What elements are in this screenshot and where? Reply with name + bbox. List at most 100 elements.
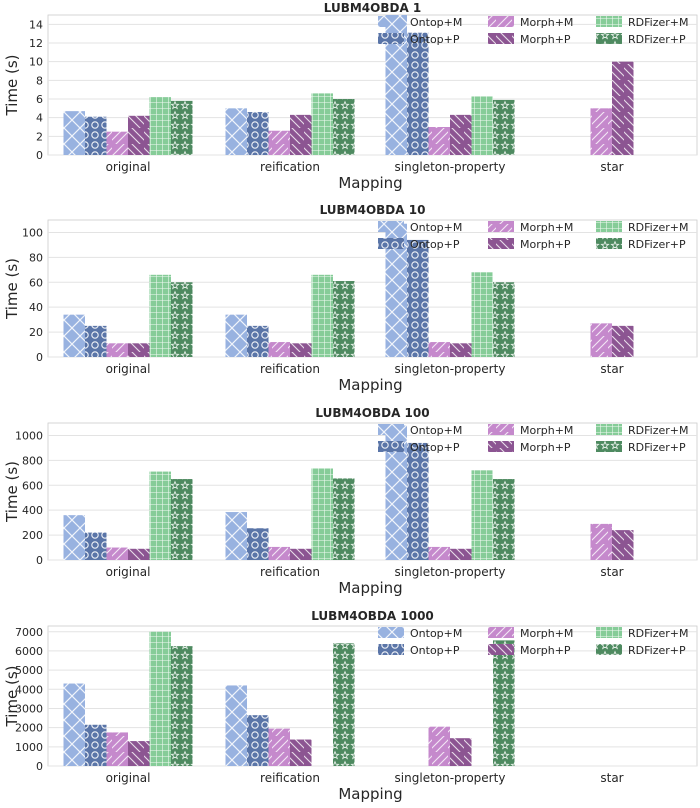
bar-morph_p-reification (290, 114, 312, 155)
legend-swatch-morph_p (488, 441, 514, 452)
bar-ontop_m-singleton-property (385, 15, 407, 155)
legend-swatch-morph_m (488, 221, 514, 232)
legend: Ontop+M Morph+M RDFizer+M Ontop+P Morph+P RDF… (378, 16, 688, 46)
x-tick-label: original (106, 771, 151, 785)
panel-title: LUBM4OBDA 10 (320, 203, 426, 217)
legend-swatch-ontop_p (378, 33, 404, 44)
legend-label-rdfizer_m: RDFizer+M (628, 221, 688, 234)
legend-swatch-ontop_p (378, 238, 404, 249)
bar-morph_p-original (128, 741, 150, 766)
legend-swatch-ontop_m (378, 424, 404, 435)
bar-rdfizer_p-reification (333, 281, 355, 357)
legend-label-ontop_m: Ontop+M (410, 627, 462, 640)
legend-label-rdfizer_m: RDFizer+M (628, 424, 688, 437)
bar-rdfizer_p-reification (333, 643, 355, 766)
legend-label-morph_m: Morph+M (520, 16, 573, 29)
bar-ontop_m-original (63, 314, 85, 357)
legend-label-ontop_m: Ontop+M (410, 221, 462, 234)
bar-ontop_p-singleton-property (407, 239, 429, 357)
legend-swatch-rdfizer_p (596, 441, 622, 452)
y-tick-label: 2 (36, 130, 43, 143)
bar-ontop_p-singleton-property (407, 442, 429, 560)
bar-morph_m-star (590, 323, 612, 357)
y-tick-label: 14 (29, 18, 43, 31)
legend-label-rdfizer_p: RDFizer+P (628, 644, 686, 657)
legend-label-morph_p: Morph+P (520, 238, 571, 251)
legend-label-morph_p: Morph+P (520, 644, 571, 657)
bar-morph_p-reification (290, 548, 312, 560)
bar-ontop_m-reification (225, 314, 247, 357)
y-tick-label: 8 (36, 74, 43, 87)
x-tick-label: reification (260, 362, 320, 376)
y-tick-label: 1000 (15, 741, 43, 754)
bar-morph_p-singleton-property (450, 548, 472, 560)
bar-rdfizer_m-original (149, 274, 171, 357)
y-tick-label: 2000 (15, 722, 43, 735)
y-tick-label: 0 (36, 149, 43, 162)
panel-2: LUBM4OBDA 10 0 20 40 60 80 100 Time (s) original… (3, 203, 698, 394)
bar-morph_p-singleton-property (450, 738, 472, 766)
x-tick-label: original (106, 160, 151, 174)
bar-ontop_m-original (63, 515, 85, 560)
legend-label-ontop_m: Ontop+M (410, 424, 462, 437)
y-tick-label: 12 (29, 37, 43, 50)
bar-ontop_m-reification (225, 685, 247, 766)
y-tick-label: 600 (22, 479, 43, 492)
legend-swatch-morph_m (488, 16, 514, 27)
bar-rdfizer_p-original (171, 646, 193, 766)
y-tick-label: 0 (36, 351, 43, 364)
x-axis-label: Mapping (338, 579, 402, 597)
bar-rdfizer_m-reification (311, 93, 333, 155)
bar-rdfizer_p-reification (333, 478, 355, 560)
bar-morph_p-star (612, 61, 634, 155)
panel-title: LUBM4OBDA 1000 (311, 609, 434, 623)
legend-label-morph_p: Morph+P (520, 33, 571, 46)
y-tick-label: 6000 (15, 645, 43, 658)
x-tick-label: reification (260, 771, 320, 785)
y-tick-label: 80 (29, 251, 43, 264)
x-tick-label: original (106, 362, 151, 376)
bar-rdfizer_p-singleton-property (493, 640, 515, 766)
x-axis-label: Mapping (338, 785, 402, 803)
legend-label-rdfizer_p: RDFizer+P (628, 441, 686, 454)
y-tick-label: 7000 (15, 626, 43, 639)
y-tick-label: 10 (29, 56, 43, 69)
y-tick-label: 4000 (15, 683, 43, 696)
legend-swatch-ontop_p (378, 441, 404, 452)
legend-label-morph_m: Morph+M (520, 221, 573, 234)
bar-morph_m-original (106, 547, 128, 560)
bar-morph_m-star (590, 108, 612, 155)
x-tick-label: singleton-property (395, 160, 506, 174)
bar-ontop_p-original (85, 116, 107, 155)
legend-label-morph_m: Morph+M (520, 424, 573, 437)
bar-ontop_p-singleton-property (407, 32, 429, 155)
y-axis-label: Time (s) (3, 666, 21, 728)
x-tick-label: singleton-property (395, 771, 506, 785)
legend-swatch-rdfizer_p (596, 238, 622, 249)
bar-morph_p-star (612, 325, 634, 357)
bar-rdfizer_m-reification (311, 274, 333, 357)
bar-ontop_p-original (85, 325, 107, 357)
legend-label-rdfizer_m: RDFizer+M (628, 16, 688, 29)
legend: Ontop+M Morph+M RDFizer+M Ontop+P Morph+P RDF… (378, 221, 688, 251)
bar-ontop_p-original (85, 532, 107, 560)
bar-rdfizer_m-singleton-property (471, 272, 493, 357)
bar-morph_p-reification (290, 739, 312, 766)
bar-rdfizer_p-singleton-property (493, 99, 515, 155)
bar-rdfizer_p-original (171, 100, 193, 155)
bar-morph_m-reification (268, 130, 290, 155)
legend-swatch-ontop_m (378, 16, 404, 27)
legend-label-ontop_p: Ontop+P (410, 644, 460, 657)
y-tick-label: 400 (22, 504, 43, 517)
bar-ontop_m-original (63, 111, 85, 155)
x-tick-label: singleton-property (395, 362, 506, 376)
legend-swatch-rdfizer_m (596, 221, 622, 232)
y-axis-label: Time (s) (3, 461, 21, 523)
bar-morph_p-reification (290, 343, 312, 357)
y-tick-label: 0 (36, 554, 43, 567)
bar-ontop_m-singleton-property (385, 223, 407, 357)
bar-rdfizer_m-original (149, 631, 171, 766)
x-tick-label: star (600, 160, 623, 174)
